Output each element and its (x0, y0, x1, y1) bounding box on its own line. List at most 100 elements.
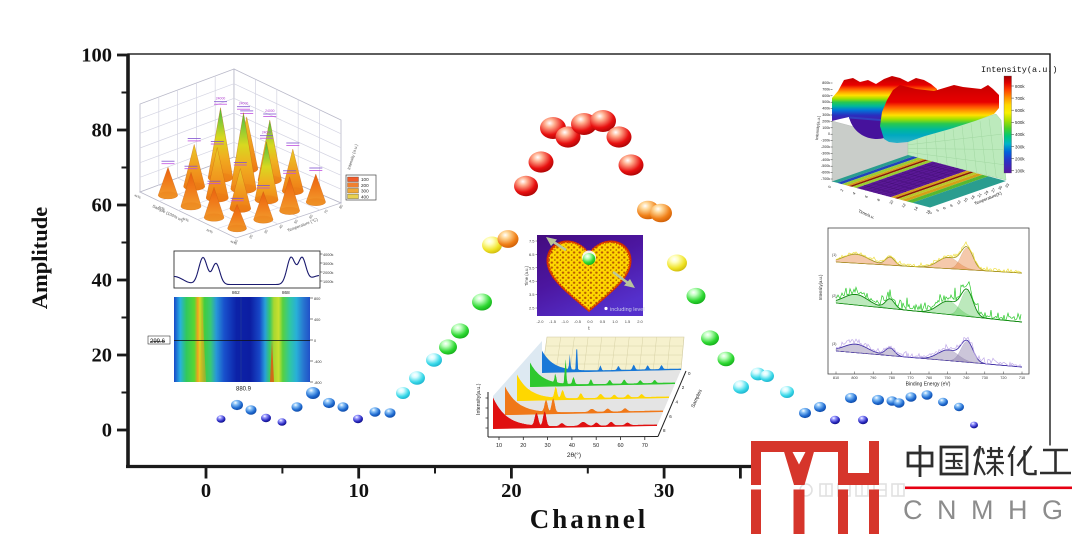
svg-text:100: 100 (361, 177, 369, 182)
svg-text:1.0: 1.0 (612, 319, 618, 324)
svg-text:800k: 800k (1015, 84, 1025, 89)
svg-text:6: 6 (864, 195, 868, 199)
svg-text:50: 50 (593, 443, 599, 449)
svg-text:20: 20 (92, 345, 113, 367)
svg-text:xx%: xx% (158, 205, 167, 212)
svg-text:40: 40 (92, 270, 113, 292)
svg-text:xx%: xx% (230, 239, 239, 246)
svg-text:30: 30 (263, 229, 268, 234)
svg-text:20: 20 (501, 480, 522, 502)
svg-text:80: 80 (338, 204, 343, 209)
svg-text:-300k: -300k (821, 151, 830, 155)
svg-text:CNMHG: CNMHG (903, 495, 1078, 525)
svg-text:Binding Energy (eV): Binding Energy (eV) (906, 382, 951, 388)
svg-text:including level: including level (610, 307, 645, 313)
svg-text:862: 862 (232, 290, 240, 295)
svg-text:24000: 24000 (265, 109, 275, 113)
svg-text:Time (a.u.): Time (a.u.) (524, 265, 529, 286)
svg-text:Samples: Samples (690, 388, 704, 409)
svg-text:8: 8 (663, 428, 666, 433)
svg-text:-800: -800 (314, 381, 322, 385)
svg-text:20: 20 (248, 234, 253, 239)
svg-text:(3): (3) (832, 342, 836, 346)
svg-text:40: 40 (278, 224, 283, 229)
svg-text:Intensity(a.u.): Intensity(a.u.) (981, 65, 1058, 75)
svg-text:24000: 24000 (216, 97, 226, 101)
svg-text:-500k: -500k (821, 164, 830, 168)
svg-text:-200k: -200k (821, 145, 830, 149)
svg-text:0: 0 (314, 339, 316, 343)
svg-text:0: 0 (102, 420, 112, 442)
svg-text:2: 2 (682, 385, 685, 390)
svg-text:60: 60 (617, 443, 623, 449)
svg-text:0: 0 (828, 185, 832, 189)
svg-text:14: 14 (913, 206, 919, 212)
svg-text:4: 4 (676, 400, 679, 405)
svg-text:-600k: -600k (821, 171, 830, 175)
svg-text:1.5: 1.5 (625, 319, 631, 324)
svg-text:10: 10 (889, 200, 895, 206)
svg-text:0: 0 (201, 480, 211, 502)
svg-text:868: 868 (282, 290, 290, 295)
svg-text:400: 400 (361, 194, 369, 199)
svg-text:710: 710 (1019, 376, 1025, 380)
svg-text:800: 800 (314, 297, 320, 301)
svg-text:10: 10 (348, 480, 369, 502)
svg-text:3.5: 3.5 (529, 292, 535, 297)
svg-text:0: 0 (929, 211, 933, 215)
svg-text:4: 4 (852, 192, 856, 196)
svg-text:24000: 24000 (262, 131, 272, 135)
svg-text:80: 80 (92, 120, 113, 142)
svg-text:xx%: xx% (206, 228, 215, 235)
svg-text:500k: 500k (1015, 120, 1025, 125)
svg-text:2: 2 (840, 188, 844, 192)
svg-text:Intensity(a.u.): Intensity(a.u.) (818, 274, 823, 300)
svg-text:-400k: -400k (821, 158, 830, 162)
svg-text:800: 800 (851, 376, 857, 380)
svg-text:750: 750 (944, 376, 950, 380)
svg-text:21: 21 (977, 192, 983, 198)
svg-text:300k: 300k (822, 113, 830, 117)
svg-text:12: 12 (956, 200, 962, 206)
svg-text:5.5: 5.5 (529, 265, 535, 270)
svg-text:600k: 600k (1015, 108, 1025, 113)
svg-text:800k: 800k (822, 81, 830, 85)
svg-text:299.6: 299.6 (150, 339, 166, 345)
svg-text:400: 400 (314, 318, 320, 322)
svg-text:70: 70 (642, 443, 648, 449)
svg-text:xx%: xx% (182, 216, 191, 223)
svg-text:60: 60 (92, 195, 113, 217)
svg-text:Intensity(a.u.): Intensity(a.u.) (476, 383, 482, 415)
svg-text:15: 15 (963, 197, 969, 203)
svg-text:740: 740 (963, 376, 969, 380)
svg-text:3: 3 (935, 209, 939, 213)
svg-text:20: 20 (520, 443, 526, 449)
svg-text:600k: 600k (822, 94, 830, 98)
svg-text:16: 16 (926, 209, 932, 215)
svg-text:760: 760 (926, 376, 932, 380)
svg-text:-0.5: -0.5 (574, 319, 582, 324)
svg-text:770: 770 (907, 376, 913, 380)
svg-text:30: 30 (654, 480, 675, 502)
svg-text:1000k: 1000k (323, 280, 333, 284)
svg-text:100: 100 (81, 45, 112, 67)
svg-text:12: 12 (901, 203, 907, 209)
svg-text:6: 6 (669, 414, 672, 419)
svg-text:400k: 400k (822, 107, 830, 111)
svg-text:200: 200 (361, 183, 369, 188)
svg-text:0.5: 0.5 (600, 319, 606, 324)
svg-text:8: 8 (877, 198, 881, 202)
svg-text:60: 60 (308, 214, 313, 219)
svg-text:Channel: Channel (530, 504, 649, 534)
svg-text:(1): (1) (832, 253, 836, 257)
svg-text:780: 780 (889, 376, 895, 380)
svg-text:-400: -400 (314, 360, 322, 364)
svg-text:2.5: 2.5 (529, 306, 535, 311)
svg-text:40: 40 (569, 443, 575, 449)
svg-text:700k: 700k (822, 87, 830, 91)
svg-text:700k: 700k (1015, 96, 1025, 101)
svg-text:2θ(°): 2θ(°) (567, 451, 581, 459)
svg-text:400k: 400k (1015, 132, 1025, 137)
svg-text:(2): (2) (832, 294, 836, 298)
svg-text:33: 33 (1005, 183, 1011, 189)
